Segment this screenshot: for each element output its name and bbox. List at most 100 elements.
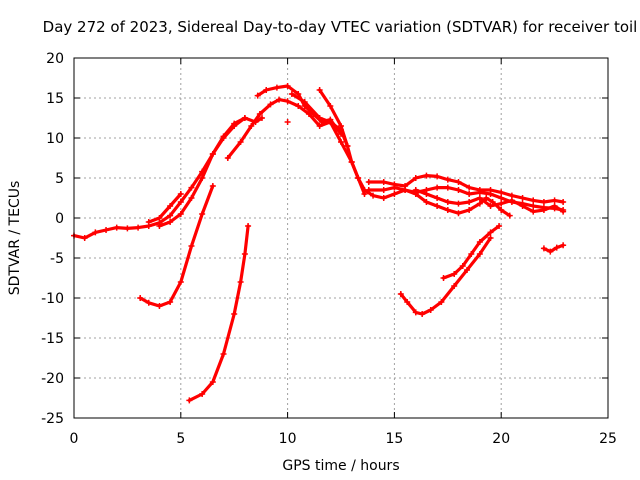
x-axis-label: GPS time / hours xyxy=(282,458,399,474)
data-point-plus xyxy=(455,200,462,207)
data-point-plus xyxy=(519,195,526,201)
y-tick-label: 0 xyxy=(55,211,64,227)
data-point-plus xyxy=(498,207,505,213)
data-point-plus xyxy=(427,307,434,313)
data-point-plus xyxy=(231,311,238,317)
data-point-plus xyxy=(519,203,526,209)
data-point-plus xyxy=(434,203,441,209)
data-point-plus xyxy=(498,200,505,207)
data-point-plus xyxy=(231,120,238,127)
data-point-plus xyxy=(540,207,547,213)
y-tick-label: -5 xyxy=(50,251,64,267)
data-point-plus xyxy=(258,115,265,121)
data-point-plus xyxy=(434,184,441,191)
data-point-plus xyxy=(540,199,547,205)
data-point-plus xyxy=(380,187,387,193)
data-point-plus xyxy=(455,210,462,217)
data-point-plus xyxy=(498,189,505,196)
series-line xyxy=(399,236,493,316)
data-point-plus xyxy=(295,103,302,109)
series-line xyxy=(226,97,512,218)
data-point-plus xyxy=(199,211,206,217)
data-point-plus xyxy=(256,111,263,117)
data-point-plus xyxy=(199,175,206,181)
data-point-plus xyxy=(466,191,473,197)
data-point-plus xyxy=(365,179,372,185)
y-tick-label: 5 xyxy=(55,171,64,187)
data-point-plus xyxy=(423,172,430,179)
data-point-plus xyxy=(167,219,174,225)
data-point-plus xyxy=(177,279,184,285)
data-point-plus xyxy=(444,199,451,205)
data-point-plus xyxy=(551,197,558,204)
data-point-plus xyxy=(468,251,475,257)
y-tick-label: 10 xyxy=(46,131,64,147)
data-point-plus xyxy=(487,203,494,209)
y-tick-label: 20 xyxy=(46,51,64,67)
data-point-plus xyxy=(167,203,174,209)
data-point-plus xyxy=(506,212,513,219)
data-point-plus xyxy=(444,176,451,183)
data-point-plus xyxy=(276,96,283,103)
data-point-plus xyxy=(199,391,206,397)
data-point-plus xyxy=(344,143,351,149)
y-tick-label: 15 xyxy=(46,91,64,107)
series-track-evening-c xyxy=(412,187,567,215)
data-point-plus xyxy=(487,229,494,236)
data-point-plus xyxy=(444,184,451,191)
y-tick-label: -25 xyxy=(41,411,64,427)
data-point-plus xyxy=(455,179,462,185)
data-point-plus xyxy=(444,207,451,213)
data-point-plus xyxy=(540,245,547,252)
data-point-plus xyxy=(273,84,280,91)
data-point-plus xyxy=(284,83,291,89)
data-point-plus xyxy=(177,199,184,205)
series-line xyxy=(138,184,215,308)
data-point-plus xyxy=(397,291,404,297)
data-point-plus xyxy=(476,239,483,245)
data-point-plus xyxy=(137,295,144,301)
data-point-plus xyxy=(186,397,193,404)
data-point-plus xyxy=(348,159,355,165)
data-point-plus xyxy=(338,123,344,129)
data-point-plus xyxy=(412,309,419,316)
data-point-plus xyxy=(267,101,274,108)
data-point-plus xyxy=(284,119,291,125)
data-point-plus xyxy=(237,279,244,285)
data-point-plus xyxy=(464,267,471,273)
grid xyxy=(74,58,608,418)
data-point-plus xyxy=(124,225,131,232)
axis-ticks: 0 5 10 15 20 25 -25 -20 -15 -10 -5 0 5 10 15 20 xyxy=(41,51,617,447)
data-point-plus xyxy=(553,244,560,251)
series-track-dip xyxy=(397,235,494,317)
data-point-plus xyxy=(380,195,387,201)
data-point-plus xyxy=(254,92,261,99)
data-point-plus xyxy=(220,133,227,140)
series-track-end xyxy=(540,242,567,255)
data-point-plus xyxy=(391,191,398,197)
data-point-plus xyxy=(419,311,426,317)
data-point-plus xyxy=(288,91,295,97)
data-point-plus xyxy=(455,187,462,193)
data-point-plus xyxy=(530,203,537,209)
data-point-plus xyxy=(188,243,195,249)
data-point-plus xyxy=(327,103,334,109)
data-point-plus xyxy=(135,224,142,231)
data-point-plus xyxy=(113,224,120,231)
data-point-plus xyxy=(476,251,483,257)
data-point-plus xyxy=(145,219,152,225)
data-point-plus xyxy=(466,184,473,191)
series-track-evening-a xyxy=(365,172,567,205)
data-point-plus xyxy=(423,199,430,205)
data-point-plus xyxy=(476,195,483,201)
data-point-plus xyxy=(530,208,537,215)
data-series xyxy=(71,83,567,404)
series-line xyxy=(256,84,343,136)
data-point-plus xyxy=(220,351,227,357)
data-point-plus xyxy=(316,123,323,129)
data-point-plus xyxy=(402,187,409,193)
data-point-plus xyxy=(209,183,216,189)
data-point-plus xyxy=(487,191,494,197)
plot-frame xyxy=(73,57,609,419)
